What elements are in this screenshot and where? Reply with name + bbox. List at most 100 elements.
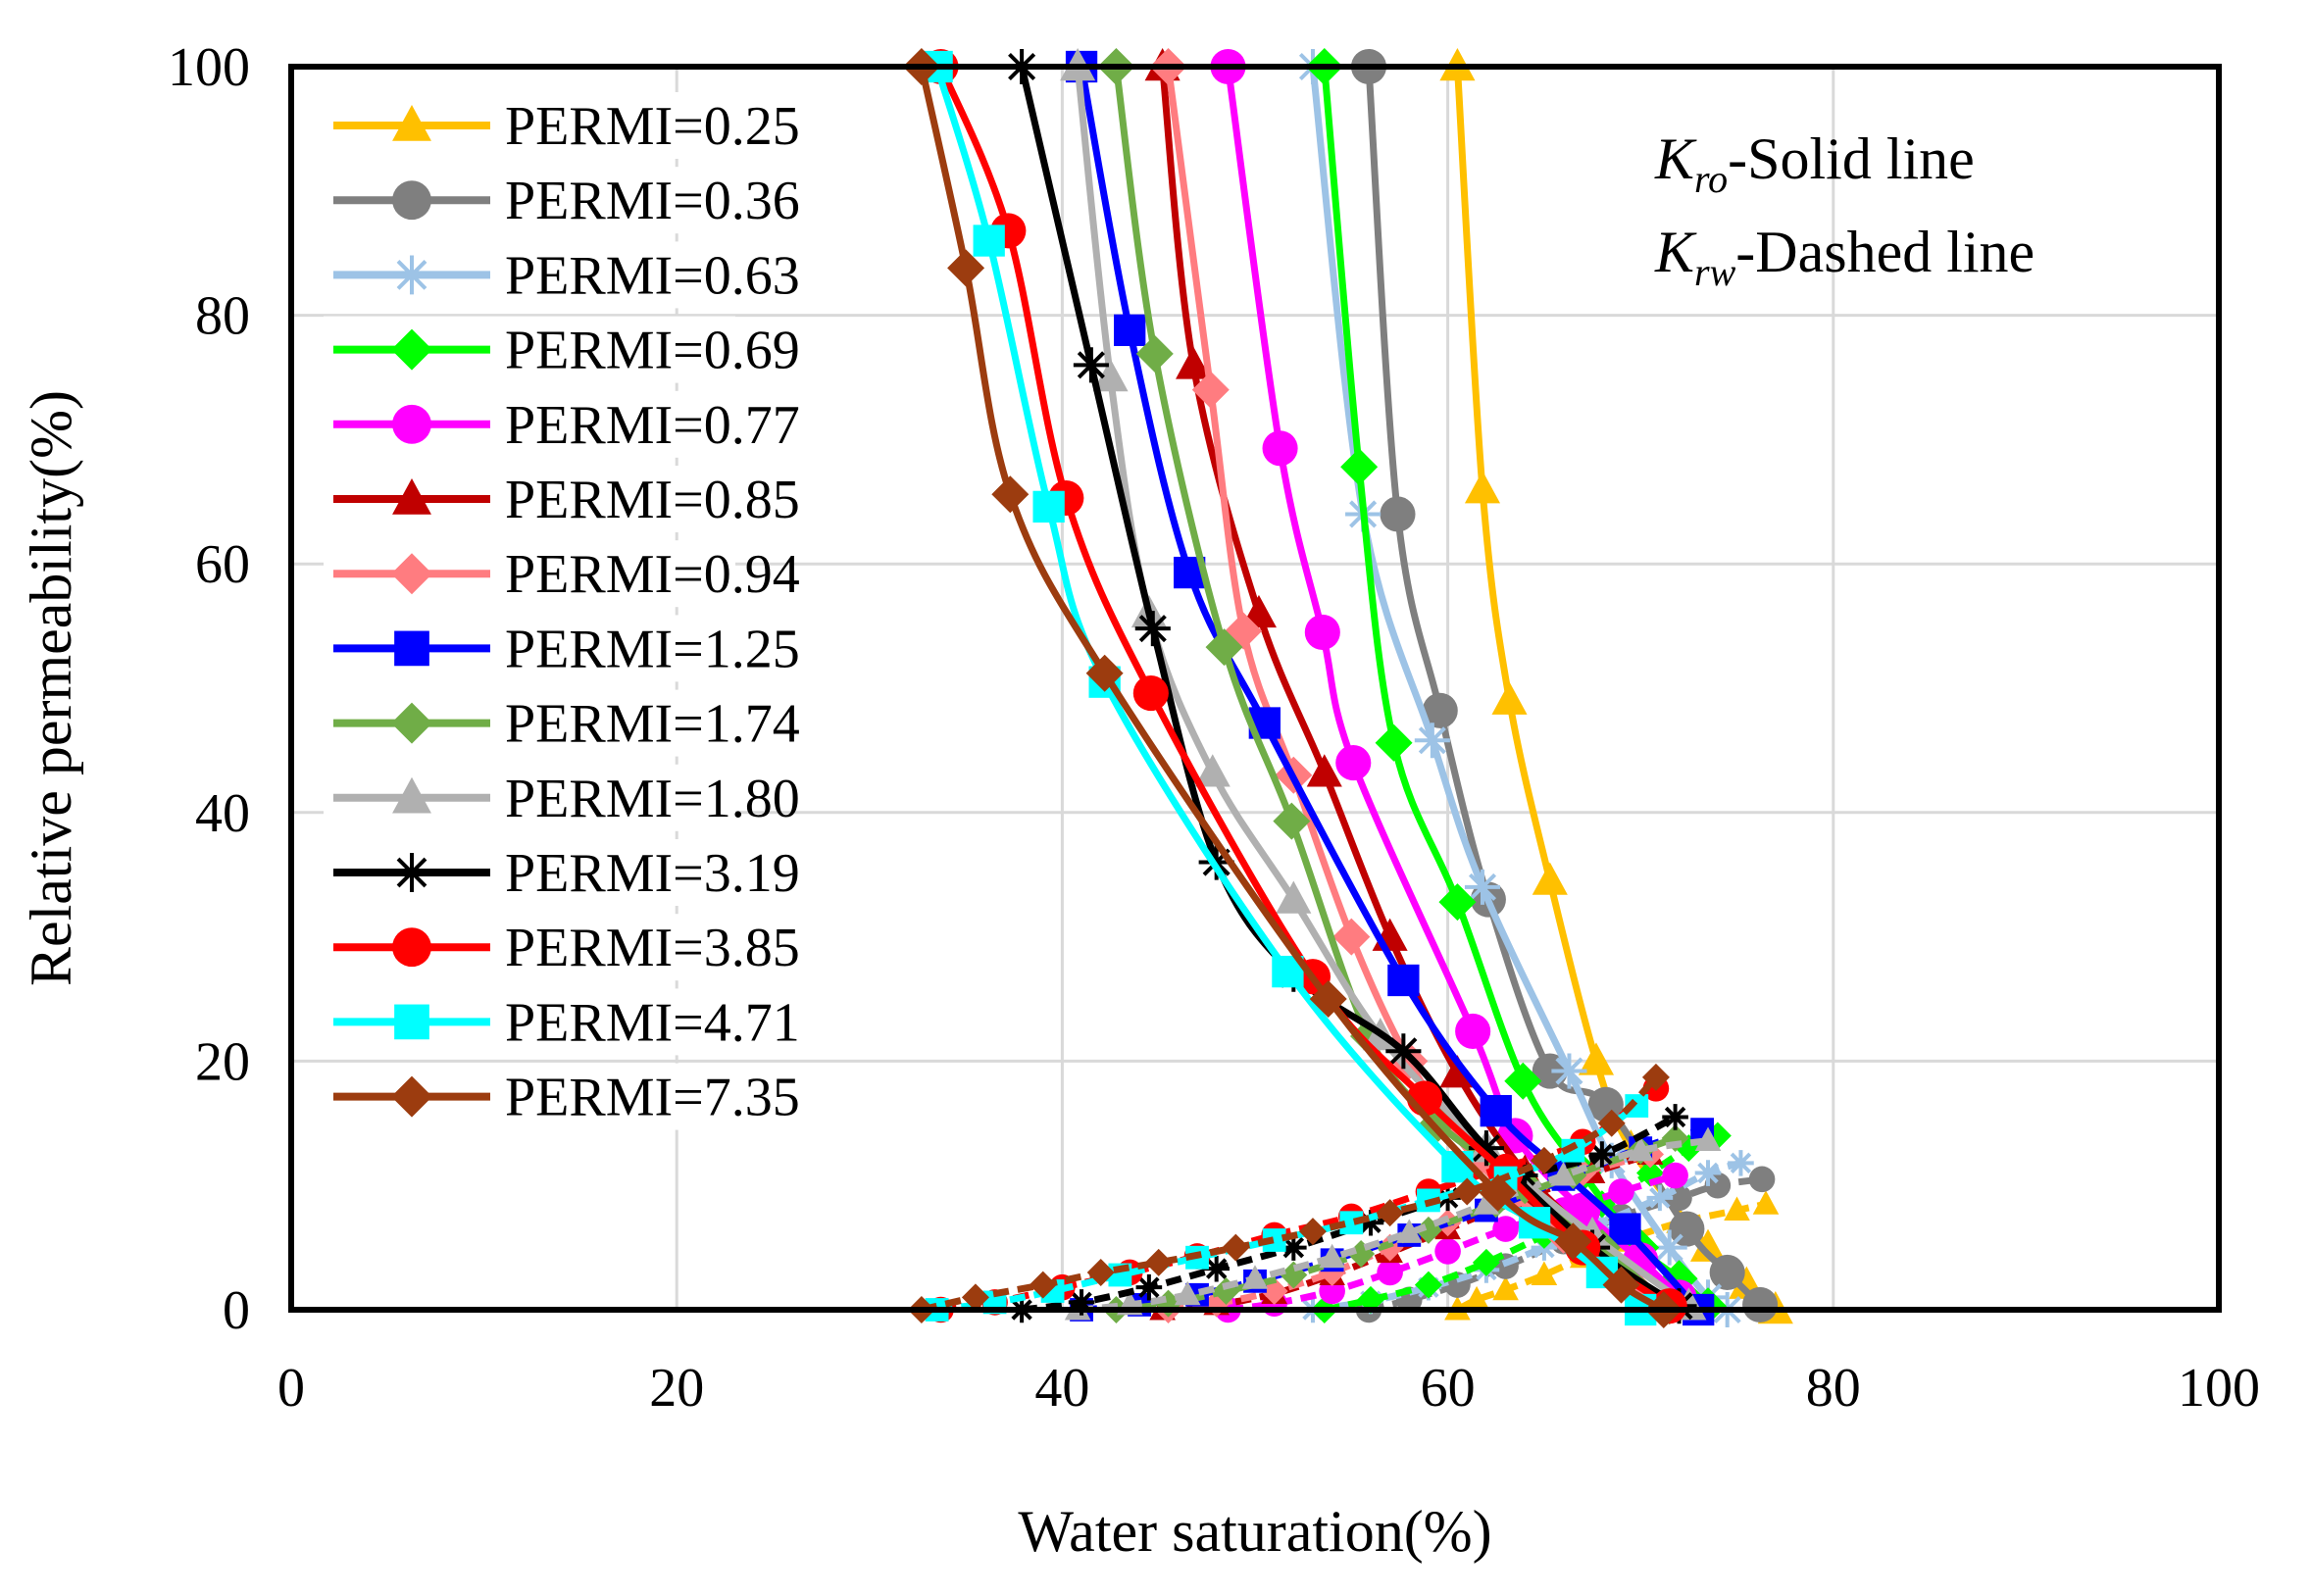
krw-point bbox=[1724, 1196, 1750, 1222]
krw-point bbox=[1144, 1248, 1173, 1276]
kro-line bbox=[1112, 66, 1672, 1309]
kro-point bbox=[1554, 1222, 1592, 1261]
legend-label: PERMI=0.94 bbox=[505, 544, 800, 605]
krw-point bbox=[1414, 1271, 1442, 1299]
kro-point bbox=[1134, 611, 1171, 647]
legend-marker bbox=[392, 478, 431, 515]
legend-label: PERMI=0.69 bbox=[505, 321, 800, 381]
krw-point bbox=[1395, 1219, 1423, 1243]
legend-marker bbox=[392, 404, 431, 444]
x-tick-label: 40 bbox=[1034, 1358, 1089, 1419]
series-PERMI=7.35 bbox=[902, 48, 1683, 1328]
kro-point bbox=[1480, 1094, 1512, 1127]
kro-point bbox=[1602, 1266, 1640, 1304]
krw-point bbox=[1463, 1285, 1490, 1311]
legend-marker bbox=[391, 553, 432, 595]
krw-point bbox=[1339, 1211, 1364, 1235]
krw-point bbox=[1472, 1248, 1500, 1276]
kro-point bbox=[1276, 880, 1312, 914]
x-tick-label: 100 bbox=[2178, 1358, 2260, 1419]
krw-point bbox=[1625, 1094, 1649, 1118]
krw-point bbox=[1262, 1228, 1286, 1252]
krw-point bbox=[1550, 1162, 1577, 1186]
x-tick-label: 20 bbox=[649, 1358, 704, 1419]
krw-point bbox=[1298, 1218, 1327, 1246]
legend-label: PERMI=4.71 bbox=[505, 992, 800, 1053]
y-axis-title: Relative permeability(%) bbox=[19, 390, 83, 986]
kro-subscript: ro bbox=[1694, 157, 1728, 201]
legend-item: PERMI=7.35 bbox=[324, 1063, 800, 1130]
krw-point bbox=[1203, 1255, 1230, 1282]
plot-frame bbox=[288, 64, 2222, 1313]
legend-marker bbox=[392, 105, 431, 141]
legend-item: PERMI=0.63 bbox=[324, 241, 800, 309]
kro-line bbox=[918, 66, 1666, 1314]
legend-marker bbox=[394, 1004, 429, 1040]
krw-point bbox=[1174, 1280, 1201, 1306]
krw-point bbox=[1627, 1136, 1654, 1162]
kro-point bbox=[1309, 980, 1347, 1018]
legend-label: PERMI=0.63 bbox=[505, 245, 800, 306]
legend-item: PERMI=0.36 bbox=[324, 167, 800, 234]
kro-point bbox=[1709, 1254, 1745, 1291]
kro-point bbox=[1578, 1042, 1615, 1075]
krw-point bbox=[1608, 1178, 1634, 1205]
kro-point bbox=[1191, 371, 1230, 409]
kro-point bbox=[1332, 918, 1371, 956]
y-ticks: 0 20 40 60 80 100 bbox=[168, 37, 250, 1341]
legend-label: PERMI=1.25 bbox=[505, 619, 800, 679]
kro-point bbox=[1532, 862, 1568, 895]
legend-item: PERMI=3.85 bbox=[324, 914, 800, 981]
krw-subscript: rw bbox=[1694, 250, 1736, 294]
kro-point bbox=[1414, 723, 1450, 759]
legend-item: PERMI=0.25 bbox=[324, 92, 800, 159]
legend-item: PERMI=4.71 bbox=[324, 988, 800, 1056]
kro-point bbox=[1135, 334, 1174, 373]
legend-label: PERMI=1.74 bbox=[505, 694, 800, 755]
krw-point bbox=[1029, 1271, 1057, 1299]
legend-item: PERMI=0.94 bbox=[324, 540, 800, 608]
kro-line bbox=[937, 65, 1672, 1310]
legend-label: PERMI=0.36 bbox=[505, 171, 800, 231]
krw-point bbox=[1241, 1265, 1269, 1289]
kro-point bbox=[1468, 1130, 1504, 1167]
krw-point bbox=[1597, 1109, 1626, 1137]
krw-point bbox=[1704, 1172, 1732, 1199]
krw-point bbox=[1319, 1243, 1345, 1269]
legend-marker bbox=[392, 255, 431, 295]
x-tick-label: 60 bbox=[1421, 1358, 1476, 1419]
kro-point bbox=[1504, 1062, 1542, 1100]
kro-point bbox=[1609, 1213, 1641, 1245]
krw-point bbox=[1752, 1190, 1780, 1215]
legend-marker bbox=[392, 927, 431, 968]
y-tick-label: 100 bbox=[168, 37, 250, 98]
kro-point bbox=[1464, 471, 1501, 504]
krw-point bbox=[1281, 1234, 1307, 1261]
kro-point bbox=[1455, 1013, 1491, 1050]
krw-point bbox=[1357, 1209, 1384, 1236]
kro-point bbox=[991, 475, 1030, 514]
krw-point bbox=[1641, 1063, 1670, 1091]
y-tick-label: 60 bbox=[195, 534, 250, 595]
kro-point bbox=[1689, 1228, 1727, 1262]
y-tick-label: 0 bbox=[223, 1280, 250, 1341]
krw-text: -Dashed line bbox=[1735, 220, 2035, 284]
krw-point bbox=[1662, 1162, 1688, 1189]
x-tick-label: 0 bbox=[277, 1358, 305, 1419]
krw-point bbox=[1434, 1238, 1461, 1265]
kro-point bbox=[1176, 346, 1212, 379]
kro-point bbox=[1385, 1033, 1422, 1070]
kro-point bbox=[1422, 692, 1458, 728]
legend-item: PERMI=0.69 bbox=[324, 316, 800, 383]
kro-point bbox=[1304, 614, 1340, 650]
legend-label: PERMI=0.85 bbox=[505, 470, 800, 530]
krw-point bbox=[1511, 1162, 1538, 1189]
legend-label: PERMI=3.85 bbox=[505, 918, 800, 978]
krw-point bbox=[1492, 1216, 1519, 1242]
legend-marker bbox=[394, 630, 429, 667]
kro-point bbox=[1438, 883, 1477, 922]
x-tick-label: 80 bbox=[1806, 1358, 1861, 1419]
krw-line bbox=[1021, 1114, 1678, 1314]
kro-point bbox=[947, 249, 985, 287]
